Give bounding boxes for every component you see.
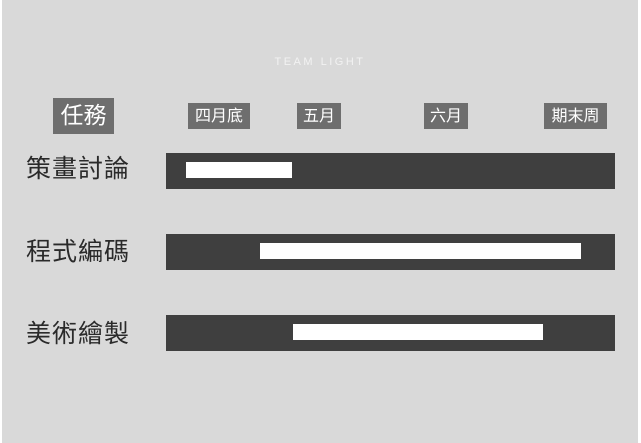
task-track-art (166, 315, 615, 351)
task-label-coding: 程式編碼 (26, 237, 131, 266)
timeline-label-late-april: 四月底 (188, 103, 250, 129)
task-column-header: 任務 (53, 98, 114, 134)
task-bar (292, 324, 544, 340)
brand-watermark: TEAM LIGHT (274, 56, 366, 68)
task-label-art: 美術繪製 (26, 319, 131, 348)
timeline-label-june: 六月 (424, 103, 468, 129)
timeline-label-may: 五月 (297, 103, 341, 129)
task-bar (260, 243, 582, 259)
timeline-label-finals-week: 期末周 (544, 103, 607, 129)
task-track-planning (166, 153, 615, 189)
task-track-coding (166, 234, 615, 270)
task-bar (186, 162, 292, 178)
task-label-planning: 策畫討論 (26, 154, 131, 183)
